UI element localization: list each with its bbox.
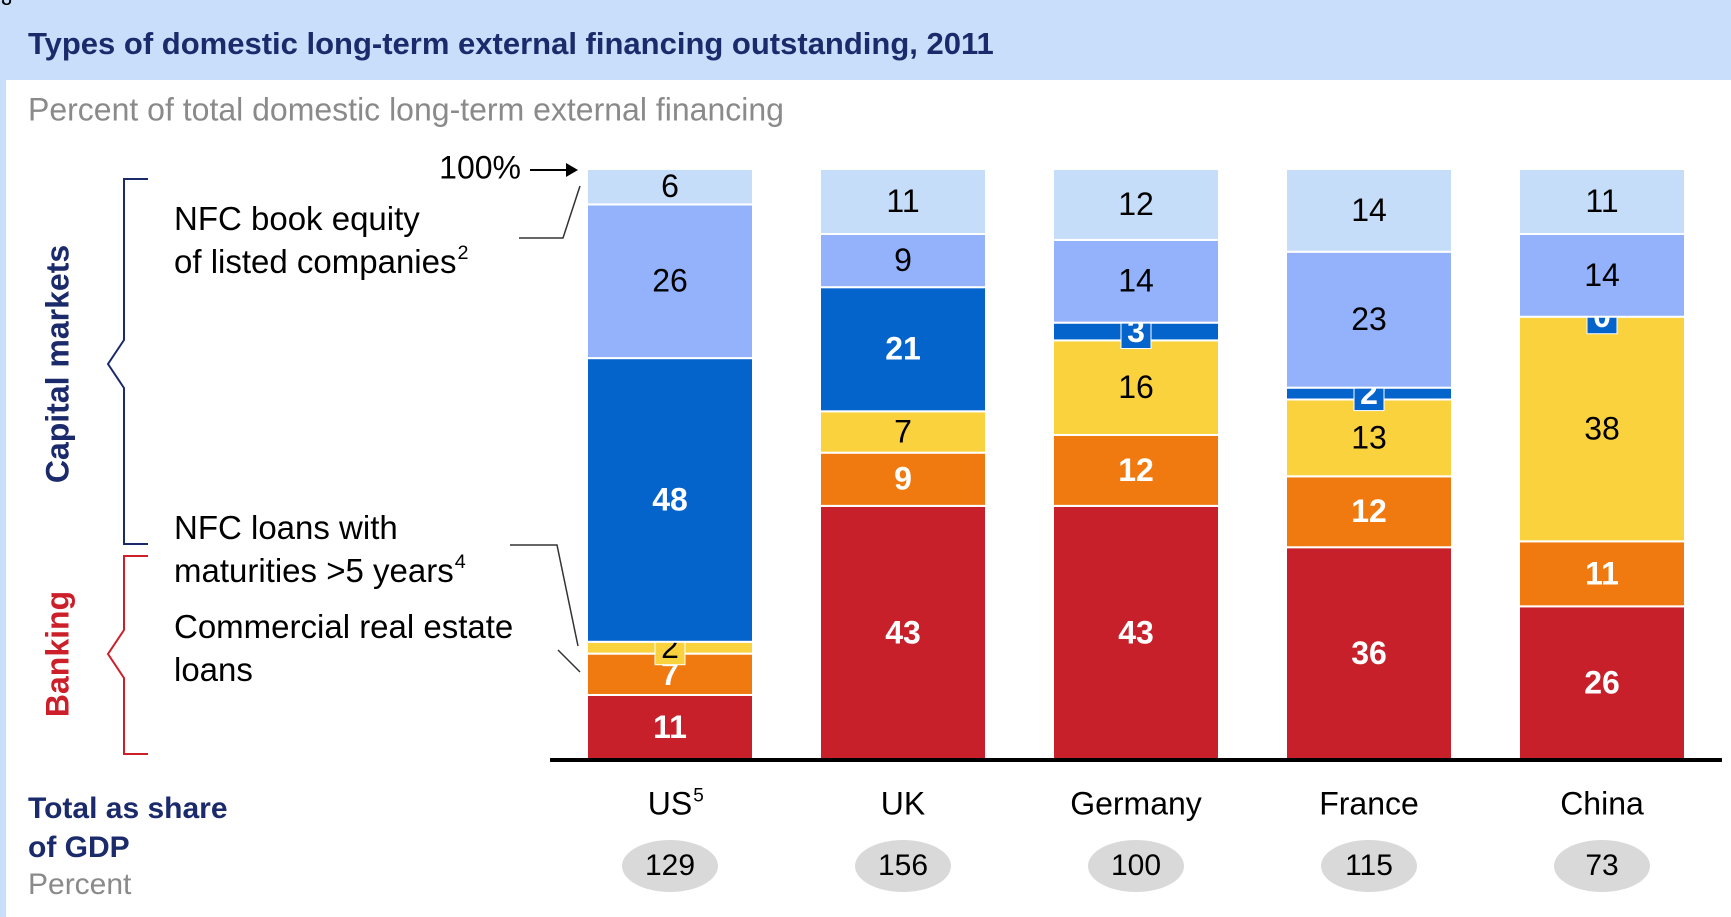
annotation: 100%	[439, 149, 521, 185]
total-value: 73	[1585, 849, 1618, 882]
bar-segment	[1285, 398, 1453, 478]
value-label: 14	[1118, 263, 1154, 299]
value-label: 43	[885, 614, 921, 650]
total-value: 100	[1111, 849, 1161, 882]
value-label: 48	[652, 481, 688, 517]
legend-label-line: Commercial real estate	[174, 608, 522, 645]
x-tick-label: China	[1560, 785, 1644, 821]
bar-segment	[1285, 168, 1453, 253]
x-tick-label: UK	[881, 785, 925, 821]
total-badge	[622, 840, 718, 892]
x-tick-label: France	[1319, 785, 1419, 821]
leader-line	[510, 544, 579, 647]
leader-line	[519, 185, 581, 239]
chart-title: Types of domestic long-term external fin…	[28, 26, 994, 61]
total-badge	[1554, 840, 1650, 892]
leader-line	[557, 649, 581, 673]
value-label: 16	[1118, 369, 1154, 405]
value-label: 14	[1351, 192, 1387, 228]
legend-label: Commercial real estate loans	[174, 608, 522, 688]
value-label: 38	[1584, 410, 1620, 446]
bar-segment	[1052, 504, 1220, 761]
footnote-marker: 5	[693, 785, 704, 806]
total-value: 156	[878, 849, 928, 882]
legend-label-line: maturities >5 years	[174, 552, 454, 589]
bar-segment	[819, 286, 987, 413]
bar-segment	[1518, 168, 1686, 236]
footnote-marker: 3	[1, 0, 12, 10]
bar-segment	[1052, 238, 1220, 324]
legend-label-line: of listed companies	[174, 243, 456, 280]
bar-segment	[819, 168, 987, 236]
arrow-head	[566, 163, 578, 177]
legend-label-line: NFC book equity	[174, 200, 429, 237]
value-label: 21	[885, 331, 921, 367]
bar-segment	[1285, 250, 1453, 389]
bar-segment	[586, 357, 754, 643]
legend-label-line: NFC loans with	[174, 509, 407, 546]
bar-segment	[1285, 546, 1453, 761]
value-label: 13	[1351, 419, 1387, 455]
value-label: 11	[1585, 555, 1619, 591]
value-label: 11	[653, 709, 687, 745]
bar-segment	[1518, 233, 1686, 318]
totals-unit: Percent	[28, 868, 132, 901]
bar-segment	[1285, 475, 1453, 549]
group-label: Banking	[39, 591, 75, 717]
bar-segment	[586, 652, 754, 696]
total-value: 129	[645, 849, 695, 882]
totals-title-line: of GDP	[28, 831, 130, 864]
bar-segment	[586, 693, 754, 761]
left-border	[0, 80, 6, 917]
value-label: 26	[652, 263, 688, 299]
total-badge	[855, 840, 951, 892]
value-label: 12	[1351, 493, 1387, 529]
bar-segment	[1052, 339, 1220, 436]
value-label: 11	[886, 183, 919, 219]
header-band	[0, 0, 1731, 80]
bar-segment	[1518, 315, 1686, 543]
value-label: 6	[661, 168, 679, 204]
total-badge	[1321, 840, 1417, 892]
totals-title-line: Total as share	[28, 792, 236, 825]
bar-segment	[819, 233, 987, 289]
value-label: 26	[1584, 665, 1620, 701]
chart-subtitle: Percent of total domestic long-term exte…	[28, 91, 784, 127]
value-label: 36	[1351, 635, 1387, 671]
totals-title: Total as share of GDP	[28, 792, 236, 864]
value-label: 14	[1584, 257, 1620, 293]
footnote-marker: 2	[457, 242, 468, 264]
total-badge	[1088, 840, 1184, 892]
bar-segment	[819, 504, 987, 761]
x-tick-label: Germany	[1070, 785, 1202, 821]
bar-segment	[1052, 433, 1220, 507]
bar-segment	[586, 203, 754, 360]
value-label: 23	[1351, 301, 1387, 337]
value-label: 12	[1118, 452, 1154, 488]
value-label: 43	[1118, 614, 1154, 650]
total-value: 115	[1345, 849, 1393, 882]
footnote-marker: 4	[455, 551, 466, 573]
legend-label: NFC loans with maturities >5 years	[174, 509, 454, 589]
bar-segment	[819, 410, 987, 454]
legend-label-line: loans	[174, 651, 253, 688]
value-label: 7	[894, 413, 912, 449]
footnote-marker: 6	[1, 0, 12, 10]
x-tick-label: US	[648, 785, 692, 821]
group-label: Capital markets	[39, 245, 75, 483]
value-label: 11	[1585, 183, 1618, 219]
value-label: 9	[894, 242, 912, 278]
bar-segment	[1518, 540, 1686, 608]
legend-label: NFC book equity of listed companies	[174, 200, 456, 280]
value-label: 9	[894, 461, 912, 497]
bar-segment	[586, 168, 754, 206]
bar-segment	[1052, 168, 1220, 241]
brace	[106, 555, 148, 755]
brace	[106, 178, 148, 545]
value-label: 12	[1118, 186, 1154, 222]
